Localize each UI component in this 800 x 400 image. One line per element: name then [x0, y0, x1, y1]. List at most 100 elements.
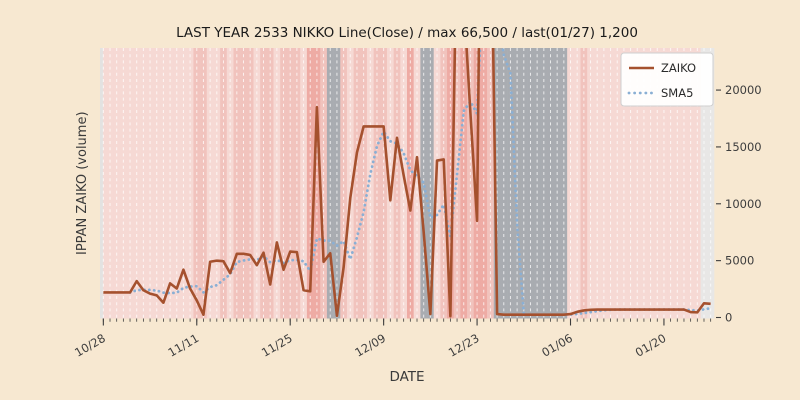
day-stripe [266, 48, 274, 319]
day-stripe [386, 48, 394, 319]
day-stripe [693, 48, 701, 319]
day-stripe [213, 48, 221, 319]
day-stripe [180, 48, 188, 319]
day-stripe [100, 48, 107, 319]
day-stripe [587, 48, 595, 319]
day-stripe [393, 48, 401, 319]
day-stripe [186, 48, 194, 319]
day-stripe [226, 48, 234, 319]
day-stripe [707, 48, 715, 319]
day-stripe [173, 48, 181, 319]
day-stripe [273, 48, 281, 319]
day-stripe [166, 48, 174, 319]
day-stripe [240, 48, 248, 319]
day-stripe [667, 48, 675, 319]
y-tick-label: 15000 [725, 140, 762, 154]
legend-box [620, 52, 714, 107]
day-stripe [700, 48, 708, 319]
day-stripe [493, 48, 501, 319]
day-stripe [627, 48, 635, 319]
day-stripe [106, 48, 114, 319]
day-stripe [560, 48, 568, 319]
legend-zaiko-label: ZAIKO [661, 61, 696, 75]
day-stripe [360, 48, 368, 319]
day-stripe [306, 48, 314, 319]
day-stripe [373, 48, 381, 319]
day-stripe [353, 48, 361, 319]
day-stripe [580, 48, 588, 319]
day-stripe [200, 48, 208, 319]
day-stripe [513, 48, 521, 319]
day-stripe [553, 48, 561, 319]
y-tick-label: 0 [725, 311, 732, 325]
y-axis-label: IPPAN ZAIKO (volume) [75, 111, 90, 255]
day-stripe [573, 48, 581, 319]
day-stripe [673, 48, 681, 319]
day-stripe [286, 48, 294, 319]
day-stripe [467, 48, 475, 319]
day-stripe [326, 48, 334, 319]
day-stripe [340, 48, 348, 319]
day-stripe [293, 48, 301, 319]
day-stripe [500, 48, 508, 319]
daily-background-stripes [100, 48, 715, 319]
day-stripe [346, 48, 354, 319]
day-stripe [366, 48, 374, 319]
day-stripe [400, 48, 408, 319]
day-stripe [600, 48, 608, 319]
day-stripe [206, 48, 214, 319]
day-stripe [246, 48, 254, 319]
day-stripe [126, 48, 134, 319]
chart-title: LAST YEAR 2533 NIKKO Line(Close) / max 6… [176, 25, 638, 41]
day-stripe [660, 48, 668, 319]
day-stripe [567, 48, 575, 319]
day-stripe [527, 48, 535, 319]
day-stripe [407, 48, 414, 319]
day-stripe [507, 48, 515, 319]
plot-left-edge-band [100, 48, 104, 319]
day-stripe [233, 48, 241, 319]
day-stripe [313, 48, 321, 319]
day-stripe [420, 48, 428, 319]
day-stripe [427, 48, 434, 319]
day-stripe [647, 48, 655, 319]
day-stripe [220, 48, 228, 319]
day-stripe [260, 48, 268, 319]
day-stripe [607, 48, 615, 319]
day-stripe [380, 48, 388, 319]
day-stripe [447, 48, 455, 319]
day-stripe [333, 48, 341, 319]
zaiko-line [103, 48, 711, 318]
day-stripe [300, 48, 308, 319]
day-stripe [113, 48, 121, 319]
legend-sma5-label: SMA5 [661, 86, 693, 100]
day-stripe [193, 48, 201, 319]
day-stripe [146, 48, 154, 319]
day-stripe [320, 48, 328, 319]
day-stripe [687, 48, 695, 319]
day-stripe [620, 48, 628, 319]
day-stripe [160, 48, 168, 319]
day-stripe [140, 48, 148, 319]
day-stripe [540, 48, 548, 319]
legend: ZAIKO SMA5 [620, 52, 714, 107]
day-stripe [533, 48, 541, 319]
day-stripe [640, 48, 648, 319]
day-stripe [413, 48, 421, 319]
day-stripe [480, 48, 488, 319]
day-stripe [280, 48, 288, 319]
day-stripe [613, 48, 621, 319]
day-stripe [547, 48, 555, 319]
day-stripe [153, 48, 161, 319]
day-stripe [253, 48, 261, 319]
series-lines [103, 48, 713, 318]
day-stripe [593, 48, 601, 319]
day-stripe [460, 48, 468, 319]
y-tick-label: 10000 [725, 197, 762, 211]
day-stripe [487, 48, 495, 319]
day-stripe [633, 48, 641, 319]
day-stripe [680, 48, 688, 319]
x-axis-label: DATE [389, 369, 424, 385]
